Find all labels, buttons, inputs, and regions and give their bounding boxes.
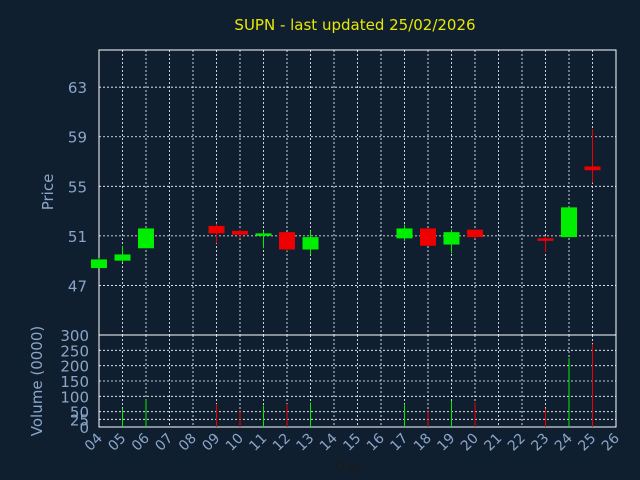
x-tick-label: 21 xyxy=(481,431,505,455)
x-tick-label: 26 xyxy=(599,430,623,454)
price-panel: 47 51 55 59 63 xyxy=(68,49,617,336)
price-tick-labels: 47 51 55 59 63 xyxy=(68,79,87,295)
candle-body xyxy=(584,166,601,171)
x-tick-label: 07 xyxy=(152,431,176,455)
x-tick-label: 25 xyxy=(575,431,599,455)
x-tick-label: 15 xyxy=(340,431,364,455)
candle-body xyxy=(279,232,295,250)
chart-title: SUPN - last updated 25/02/2026 xyxy=(234,16,475,34)
x-tick-labels: 04 05 06 07 08 09 10 11 12 13 14 15 16 17 18 19 20 21 22 23… xyxy=(82,430,623,454)
x-tick-label: 17 xyxy=(387,431,411,455)
candle-body xyxy=(396,228,413,239)
price-plot-area xyxy=(98,49,617,336)
volume-tick-label: 0 xyxy=(79,419,89,437)
candle-body xyxy=(232,230,248,235)
x-tick-label: 11 xyxy=(246,431,270,455)
volume-tick-label: 25 xyxy=(70,411,89,429)
x-tick-label: 24 xyxy=(552,430,576,454)
volume-axis-label: Volume (0000) xyxy=(28,326,46,436)
candle-body xyxy=(561,207,577,238)
x-tick-label: 18 xyxy=(411,431,435,455)
candle-body xyxy=(302,237,319,250)
price-tick-label: 55 xyxy=(68,178,87,196)
price-tick-label: 59 xyxy=(68,129,87,147)
volume-tick-label: 250 xyxy=(60,342,89,360)
candle-body xyxy=(537,238,554,241)
price-axis-label: Price xyxy=(39,174,57,211)
candle-body xyxy=(208,225,225,234)
x-tick-label: 08 xyxy=(176,431,200,455)
candle-body xyxy=(467,229,483,238)
x-tick-label: 06 xyxy=(129,430,153,454)
x-tick-label: 12 xyxy=(270,431,294,455)
volume-tick-label: 100 xyxy=(60,388,89,406)
x-tick-label: 22 xyxy=(505,431,529,455)
x-tick-label: 09 xyxy=(199,431,223,455)
candle-body xyxy=(138,228,154,249)
x-tick-label: 13 xyxy=(293,431,317,455)
price-tick-label: 63 xyxy=(68,79,87,97)
x-tick-label: 14 xyxy=(317,430,341,454)
price-tick-label: 51 xyxy=(68,228,87,246)
x-tick-label: 20 xyxy=(458,431,482,455)
candle-body xyxy=(443,232,460,245)
x-tick-label: 16 xyxy=(364,430,388,454)
price-tick-label: 47 xyxy=(68,277,87,295)
price-grid xyxy=(99,50,616,335)
x-tick-label: 10 xyxy=(223,431,247,455)
volume-tick-label: 50 xyxy=(70,404,89,422)
volume-tick-label: 200 xyxy=(60,358,89,376)
candle-body xyxy=(114,254,131,261)
candle-body xyxy=(255,233,272,236)
volume-tick-label: 300 xyxy=(60,327,89,345)
volume-bars xyxy=(122,344,593,427)
candle-body xyxy=(420,228,436,246)
candles xyxy=(91,129,601,269)
candle-body xyxy=(91,259,107,269)
x-tick-label: 05 xyxy=(105,431,129,455)
volume-tick-label: 150 xyxy=(60,373,89,391)
x-tick-label: 23 xyxy=(528,431,552,455)
x-axis-label: Day xyxy=(334,459,362,475)
x-tick-label: 19 xyxy=(434,431,458,455)
